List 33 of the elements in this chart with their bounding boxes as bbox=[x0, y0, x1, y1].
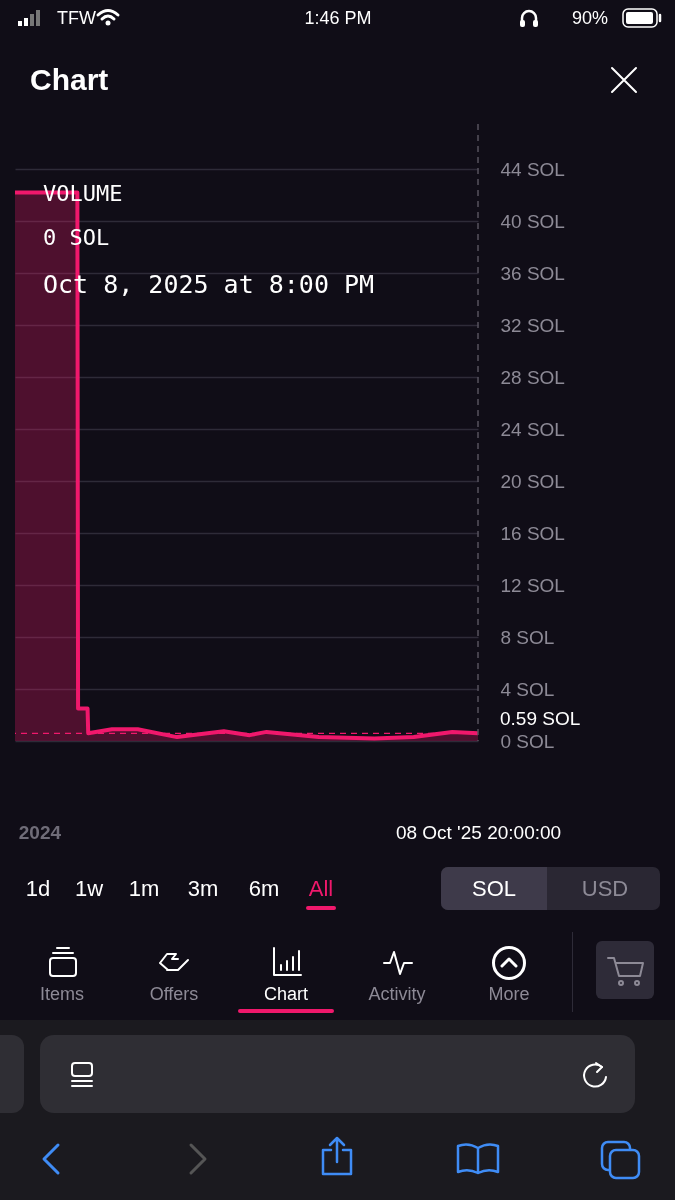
text: 1d bbox=[25, 876, 51, 902]
chart-title: Chart bbox=[30, 63, 109, 97]
y-tick-label: 40 SOL bbox=[500, 210, 565, 232]
text: Activity bbox=[368, 983, 426, 1005]
text: Offers bbox=[149, 983, 199, 1005]
x-tick-label: 2024 bbox=[18, 821, 62, 843]
ref-line-label: 0.59 SOL bbox=[500, 708, 581, 730]
y-tick-label: 28 SOL bbox=[500, 366, 565, 388]
y-tick-label: 32 SOL bbox=[500, 314, 565, 336]
text: 6m bbox=[248, 876, 280, 902]
y-tick-label: 24 SOL bbox=[500, 418, 565, 440]
text: 1m bbox=[128, 876, 160, 902]
text: TFW bbox=[57, 7, 96, 29]
annotation: VOLUME bbox=[43, 180, 123, 206]
text: More bbox=[488, 983, 530, 1005]
text: 3m bbox=[187, 876, 219, 902]
y-tick-label: 16 SOL bbox=[500, 522, 565, 544]
text: 90% bbox=[571, 7, 609, 29]
text: Items bbox=[39, 983, 85, 1005]
text: USD bbox=[581, 876, 629, 902]
y-tick-label: 0 SOL bbox=[500, 730, 555, 752]
text: 1:46 PM bbox=[304, 7, 372, 29]
y-tick-label: 8 SOL bbox=[500, 626, 555, 648]
y-tick-label: 20 SOL bbox=[500, 470, 565, 492]
y-tick-label: 36 SOL bbox=[500, 262, 565, 284]
y-tick-label: 4 SOL bbox=[500, 678, 555, 700]
x-tick-label: 08 Oct '25 20:00:00 bbox=[395, 821, 562, 843]
y-tick-label: 12 SOL bbox=[500, 574, 565, 596]
text: All bbox=[308, 876, 334, 902]
text: SOL bbox=[471, 876, 517, 902]
text: Chart bbox=[263, 983, 309, 1005]
y-tick-label: 44 SOL bbox=[500, 158, 565, 180]
text: 1w bbox=[74, 876, 104, 902]
